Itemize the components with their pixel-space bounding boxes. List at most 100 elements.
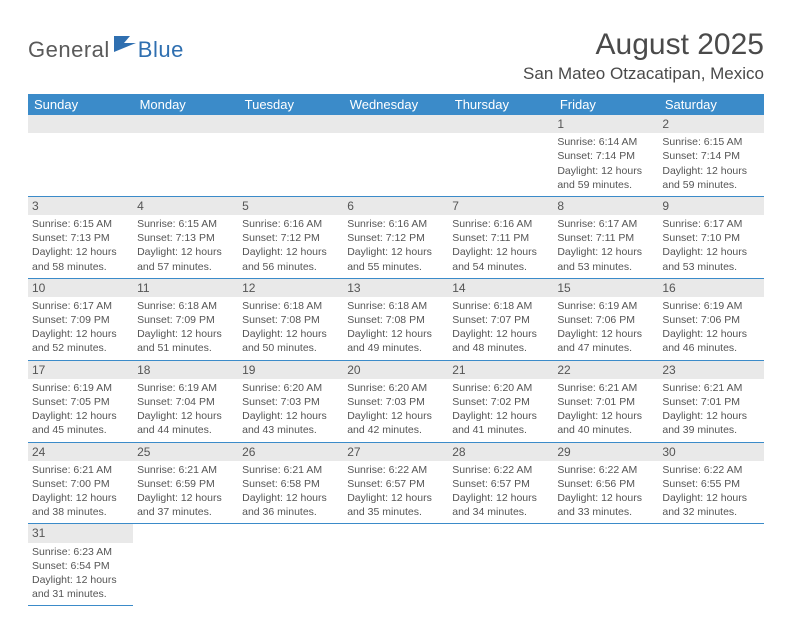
daylight2-text: and 59 minutes. [557, 178, 654, 192]
calendar-week-row: 24 Sunrise: 6:21 AM Sunset: 7:00 PM Dayligh… [28, 442, 764, 524]
month-title: August 2025 [523, 28, 764, 62]
daylight1-text: Daylight: 12 hours [137, 327, 234, 341]
sunset-text: Sunset: 7:09 PM [137, 313, 234, 327]
day-number: 4 [133, 197, 238, 215]
sunset-text: Sunset: 6:55 PM [662, 477, 759, 491]
day-number: 6 [343, 197, 448, 215]
calendar-cell: 11 Sunrise: 6:18 AMSunset: 7:09 PMDayligh… [133, 278, 238, 360]
location-text: San Mateo Otzacatipan, Mexico [523, 64, 764, 84]
sunset-text: Sunset: 7:01 PM [557, 395, 654, 409]
daylight1-text: Daylight: 12 hours [347, 491, 444, 505]
day-number: 24 [28, 443, 133, 461]
calendar-page: General Blue August 2025 San Mateo Otzac… [0, 0, 792, 626]
daylight1-text: Daylight: 12 hours [137, 245, 234, 259]
sunset-text: Sunset: 6:57 PM [452, 477, 549, 491]
sunset-text: Sunset: 7:13 PM [32, 231, 129, 245]
day-number: 10 [28, 279, 133, 297]
daylight1-text: Daylight: 12 hours [557, 491, 654, 505]
empty-daynum [28, 115, 133, 133]
daylight1-text: Daylight: 12 hours [662, 491, 759, 505]
calendar-week-row: 1 Sunrise: 6:14 AM Sunset: 7:14 PM Daylight… [28, 115, 764, 196]
daylight2-text: and 55 minutes. [347, 260, 444, 274]
sunrise-text: Sunrise: 6:17 AM [557, 217, 654, 231]
sunset-text: Sunset: 7:13 PM [137, 231, 234, 245]
weekday-header: Tuesday [238, 94, 343, 115]
sunset-text: Sunset: 7:06 PM [557, 313, 654, 327]
day-number: 1 [553, 115, 658, 133]
calendar-table: Sunday Monday Tuesday Wednesday Thursday… [28, 94, 764, 606]
title-block: August 2025 San Mateo Otzacatipan, Mexic… [523, 28, 764, 84]
daylight2-text: and 40 minutes. [557, 423, 654, 437]
weekday-header: Friday [553, 94, 658, 115]
sunrise-text: Sunrise: 6:19 AM [137, 381, 234, 395]
calendar-cell: 22Sunrise: 6:21 AMSunset: 7:01 PMDayligh… [553, 360, 658, 442]
daylight1-text: Daylight: 12 hours [242, 491, 339, 505]
daylight2-text: and 48 minutes. [452, 341, 549, 355]
daylight1-text: Daylight: 12 hours [662, 327, 759, 341]
daylight1-text: Daylight: 12 hours [557, 164, 654, 178]
calendar-cell [658, 524, 763, 606]
day-number: 30 [658, 443, 763, 461]
calendar-cell: 7Sunrise: 6:16 AMSunset: 7:11 PMDaylight… [448, 196, 553, 278]
calendar-cell [448, 115, 553, 196]
calendar-cell: 16Sunrise: 6:19 AMSunset: 7:06 PMDayligh… [658, 278, 763, 360]
calendar-week-row: 10Sunrise: 6:17 AMSunset: 7:09 PMDayligh… [28, 278, 764, 360]
weekday-header: Wednesday [343, 94, 448, 115]
sunrise-text: Sunrise: 6:18 AM [452, 299, 549, 313]
daylight1-text: Daylight: 12 hours [347, 245, 444, 259]
calendar-cell: 30Sunrise: 6:22 AMSunset: 6:55 PMDayligh… [658, 442, 763, 524]
day-number: 27 [343, 443, 448, 461]
calendar-cell [238, 115, 343, 196]
sunset-text: Sunset: 7:00 PM [32, 477, 129, 491]
day-number: 28 [448, 443, 553, 461]
calendar-cell: 10Sunrise: 6:17 AMSunset: 7:09 PMDayligh… [28, 278, 133, 360]
day-number: 22 [553, 361, 658, 379]
calendar-cell: 25Sunrise: 6:21 AMSunset: 6:59 PMDayligh… [133, 442, 238, 524]
daylight2-text: and 35 minutes. [347, 505, 444, 519]
calendar-cell: 5Sunrise: 6:16 AMSunset: 7:12 PMDaylight… [238, 196, 343, 278]
sunrise-text: Sunrise: 6:14 AM [557, 135, 654, 149]
sunset-text: Sunset: 7:12 PM [347, 231, 444, 245]
sunrise-text: Sunrise: 6:16 AM [347, 217, 444, 231]
daylight2-text: and 54 minutes. [452, 260, 549, 274]
daylight1-text: Daylight: 12 hours [32, 409, 129, 423]
logo-text-blue: Blue [138, 37, 184, 63]
sunset-text: Sunset: 6:54 PM [32, 559, 129, 573]
weekday-header: Thursday [448, 94, 553, 115]
calendar-cell [553, 524, 658, 606]
sunset-text: Sunset: 6:57 PM [347, 477, 444, 491]
day-number: 11 [133, 279, 238, 297]
sunrise-text: Sunrise: 6:18 AM [137, 299, 234, 313]
day-number: 23 [658, 361, 763, 379]
sunset-text: Sunset: 7:08 PM [242, 313, 339, 327]
daylight1-text: Daylight: 12 hours [452, 245, 549, 259]
sunset-text: Sunset: 7:03 PM [242, 395, 339, 409]
daylight1-text: Daylight: 12 hours [137, 409, 234, 423]
daylight2-text: and 38 minutes. [32, 505, 129, 519]
daylight1-text: Daylight: 12 hours [452, 409, 549, 423]
empty-daynum [133, 115, 238, 133]
calendar-cell: 13Sunrise: 6:18 AMSunset: 7:08 PMDayligh… [343, 278, 448, 360]
sunrise-text: Sunrise: 6:17 AM [32, 299, 129, 313]
daylight2-text: and 58 minutes. [32, 260, 129, 274]
day-number: 16 [658, 279, 763, 297]
daylight1-text: Daylight: 12 hours [452, 491, 549, 505]
day-number: 19 [238, 361, 343, 379]
sunset-text: Sunset: 7:14 PM [662, 149, 759, 163]
calendar-cell: 15Sunrise: 6:19 AMSunset: 7:06 PMDayligh… [553, 278, 658, 360]
daylight2-text: and 41 minutes. [452, 423, 549, 437]
day-number: 3 [28, 197, 133, 215]
day-number: 21 [448, 361, 553, 379]
daylight2-text: and 33 minutes. [557, 505, 654, 519]
sunrise-text: Sunrise: 6:21 AM [137, 463, 234, 477]
sunset-text: Sunset: 7:10 PM [662, 231, 759, 245]
day-number: 7 [448, 197, 553, 215]
weekday-header: Monday [133, 94, 238, 115]
calendar-cell: 24Sunrise: 6:21 AMSunset: 7:00 PMDayligh… [28, 442, 133, 524]
day-number: 15 [553, 279, 658, 297]
calendar-cell: 4Sunrise: 6:15 AMSunset: 7:13 PMDaylight… [133, 196, 238, 278]
calendar-cell: 8Sunrise: 6:17 AMSunset: 7:11 PMDaylight… [553, 196, 658, 278]
empty-daynum [343, 115, 448, 133]
daylight2-text: and 34 minutes. [452, 505, 549, 519]
daylight2-text: and 36 minutes. [242, 505, 339, 519]
